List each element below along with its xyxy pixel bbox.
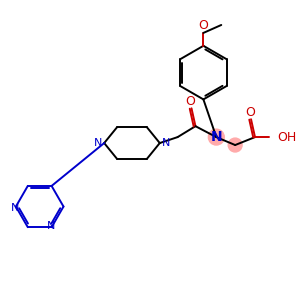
Text: N: N xyxy=(211,130,222,144)
Text: O: O xyxy=(199,20,208,32)
Text: N: N xyxy=(94,138,102,148)
Circle shape xyxy=(208,129,224,145)
Text: N: N xyxy=(11,202,19,212)
Text: N: N xyxy=(161,138,170,148)
Circle shape xyxy=(228,138,242,152)
Text: O: O xyxy=(245,106,255,119)
Text: N: N xyxy=(46,221,55,231)
Text: O: O xyxy=(186,95,195,108)
Text: OH: OH xyxy=(277,130,296,144)
